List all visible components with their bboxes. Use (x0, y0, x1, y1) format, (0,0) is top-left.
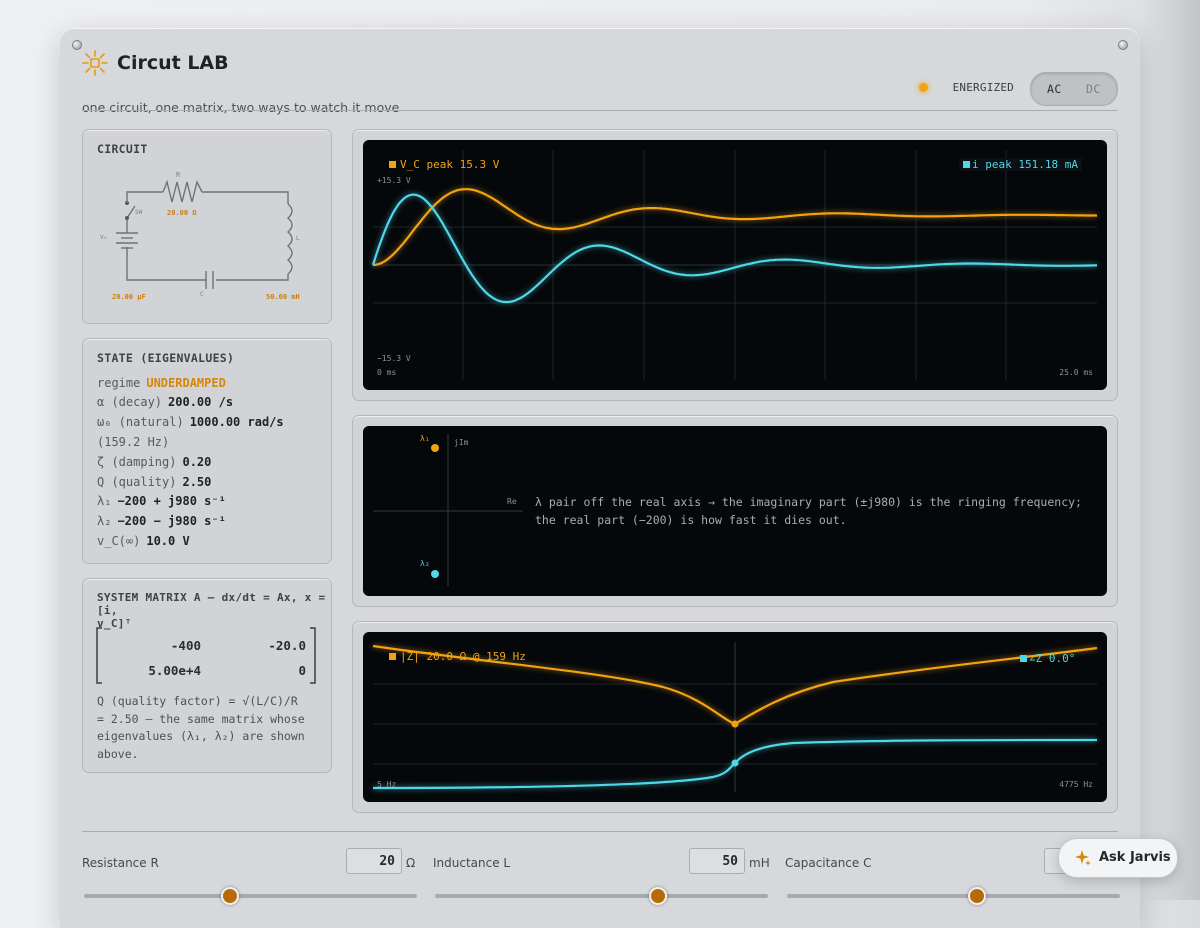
bode-traces (372, 642, 1098, 792)
state-row-q: Q (quality) 2.50 (97, 475, 212, 489)
circuit-schematic (116, 179, 293, 289)
header-divider (82, 110, 1118, 111)
transient-scope: V_C peak 15.3 V i peak 151.18 mA +15.3 V… (363, 140, 1107, 390)
resistance-input[interactable]: 20 (346, 848, 402, 874)
state-row-omega: ω₀ (natural) 1000.00 rad/s (97, 415, 284, 429)
screw-top-right (1118, 40, 1128, 50)
ask-jarvis-label: Ask Jarvis (1099, 850, 1171, 865)
lambda2-label: λ₂ (420, 559, 430, 568)
current-trace (371, 193, 1097, 304)
circuit-card: CIRCUIT (82, 129, 332, 324)
header: Circut LAB one circuit, one matrix, two … (82, 50, 1118, 115)
battery-label: V₀ (100, 234, 108, 241)
lambda1-pole-icon (431, 444, 439, 452)
vc-legend: V_C peak 15.3 V (389, 158, 499, 171)
switch-contact-icon (125, 216, 129, 220)
state-row-freq: (159.2 Hz) (97, 435, 170, 449)
inductance-input[interactable]: 50 (689, 848, 745, 874)
state-heading: STATE (EIGENVALUES) (97, 351, 235, 365)
y-top-label: +15.3 V (377, 176, 411, 185)
phase-marker-icon (731, 759, 739, 767)
mode-ac[interactable]: AC (1047, 82, 1062, 96)
status-label: ENERGIZED (952, 81, 1014, 94)
poles-card: λ₁ λ₂ jIm Re λ pair off the real axis → … (352, 415, 1118, 607)
state-card: STATE (EIGENVALUES) regime UNDERDAMPED α … (82, 338, 332, 564)
circuit-heading: CIRCUIT (97, 142, 148, 156)
pole-plot: λ₁ λ₂ jIm Re λ pair off the real axis → … (363, 426, 1107, 596)
capacitance-label: Capacitance C (785, 856, 872, 870)
app-subtitle: one circuit, one matrix, two ways to wat… (82, 100, 400, 115)
current-legend: i peak 151.18 mA (959, 158, 1082, 171)
inductance-unit: mH (749, 856, 770, 870)
impedance-plot: |Z| 20.0 Ω @ 159 Hz ∠Z 0.0° 5 Hz 4775 Hz (363, 632, 1107, 802)
energized-indicator-icon (919, 83, 928, 92)
bode-card: |Z| 20.0 Ω @ 159 Hz ∠Z 0.0° 5 Hz 4775 Hz (352, 621, 1118, 813)
capacitor-label: C (200, 291, 204, 298)
matrix-cell-22: 0 (298, 663, 306, 678)
pole-note: λ pair off the real axis → the imaginary… (535, 495, 1082, 527)
inductance-label: Inductance L (433, 856, 511, 870)
ac-dc-toggle[interactable]: AC DC (1030, 72, 1118, 106)
capacitor-value: 20.00 µF (112, 293, 146, 301)
resistance-label: Resistance R (82, 856, 159, 870)
resistance-slider-track[interactable] (84, 894, 417, 898)
state-row-regime: regime UNDERDAMPED (97, 376, 226, 390)
sparkle-icon (1075, 850, 1091, 866)
state-row-zeta: ζ (damping) 0.20 (97, 455, 212, 469)
matrix-cell-21: 5.00e+4 (148, 663, 201, 678)
resistance-slider-thumb[interactable] (221, 887, 239, 905)
freq-end-label: 4775 Hz (1059, 780, 1093, 789)
inductance-slider-thumb[interactable] (649, 887, 667, 905)
matrix-heading: SYSTEM MATRIX A — dx/dt = Ax, x = [i, v_… (97, 591, 326, 630)
vc-trace (372, 188, 1098, 267)
lambda2-pole-icon (431, 570, 439, 578)
impedance-swatch-icon (389, 653, 396, 660)
capacitance-slider-track[interactable] (787, 894, 1120, 898)
ask-jarvis-button[interactable]: Ask Jarvis (1058, 838, 1178, 878)
resistor-label: R (176, 171, 181, 179)
lab-panel: Circut LAB one circuit, one matrix, two … (60, 28, 1140, 928)
phase-legend: ∠Z 0.0° (1020, 652, 1075, 665)
inductance-slider-track[interactable] (435, 894, 768, 898)
state-row-lambda1: λ₁ −200 + j980 s⁻¹ (97, 494, 226, 508)
window-edge-shadow (1140, 0, 1200, 900)
imaginary-axis-label: jIm (454, 438, 469, 447)
inductor-value: 50.00 mH (266, 293, 300, 301)
controls-divider (82, 831, 1118, 832)
matrix-cell-12: -20.0 (268, 638, 306, 653)
x-start-label: 0 ms (377, 368, 397, 377)
resonance-marker-icon (731, 720, 739, 728)
screw-top-left (72, 40, 82, 50)
matrix-brackets (96, 627, 316, 684)
matrix-note: Q (quality factor) = √(L/C)/R = 2.50 — t… (97, 694, 305, 761)
impedance-legend: |Z| 20.0 Ω @ 159 Hz (389, 650, 526, 663)
resistor-value: 20.00 Ω (167, 209, 197, 217)
mode-dc[interactable]: DC (1086, 82, 1101, 96)
regime-value: UNDERDAMPED (146, 376, 226, 390)
pole-axes (373, 434, 523, 586)
circuit-logo-icon (82, 50, 108, 76)
state-row-lambda2: λ₂ −200 − j980 s⁻¹ (97, 514, 226, 528)
switch-label: SW (135, 209, 143, 216)
freq-start-label: 5 Hz (377, 780, 397, 789)
inductor-label: L (296, 235, 300, 242)
phase-swatch-icon (1020, 655, 1027, 662)
vc-legend-swatch-icon (389, 161, 396, 168)
app-title: Circut LAB (117, 52, 229, 74)
real-axis-label: Re (507, 497, 517, 506)
transient-card: V_C peak 15.3 V i peak 151.18 mA +15.3 V… (352, 129, 1118, 401)
capacitance-slider-thumb[interactable] (968, 887, 986, 905)
y-bottom-label: −15.3 V (377, 354, 411, 363)
transient-plot (371, 150, 1098, 380)
state-row-vc-inf: v_C(∞) 10.0 V (97, 534, 190, 548)
resistance-unit: Ω (406, 856, 416, 870)
matrix-cell-11: -400 (170, 638, 201, 653)
current-legend-swatch-icon (963, 161, 970, 168)
matrix-card: SYSTEM MATRIX A — dx/dt = Ax, x = [i, v_… (82, 578, 332, 773)
x-end-label: 25.0 ms (1059, 368, 1093, 377)
state-row-alpha: α (decay) 200.00 /s (97, 395, 234, 409)
lambda1-label: λ₁ (420, 434, 430, 443)
